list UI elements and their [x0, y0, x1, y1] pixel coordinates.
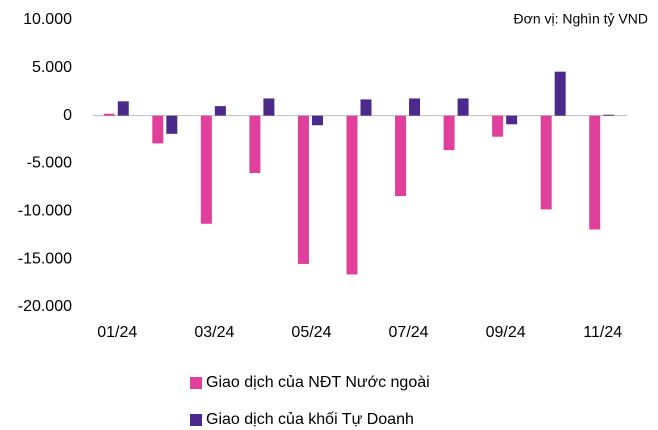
y-tick-label: -5.000 [27, 155, 72, 172]
bar [214, 106, 226, 116]
bar [395, 115, 407, 197]
bar [457, 98, 469, 116]
bar [297, 115, 309, 264]
bar [409, 98, 421, 116]
bar [166, 115, 178, 134]
unit-annotation: Đơn vị: Nghìn tỷ VND [514, 11, 648, 27]
legend-label: Giao dịch của khối Tự Doanh [206, 411, 414, 428]
bar [346, 115, 358, 275]
bar [311, 115, 323, 126]
bar [603, 114, 615, 116]
y-tick-label: 5.000 [32, 59, 72, 76]
bar [492, 115, 504, 137]
bar [360, 99, 372, 116]
bar [443, 115, 455, 151]
x-tick-label: 03/24 [194, 324, 234, 341]
bar [249, 115, 261, 174]
x-tick-label: 05/24 [291, 324, 331, 341]
x-tick-label: 09/24 [486, 324, 526, 341]
y-tick-label: 0 [63, 107, 72, 124]
bar [506, 115, 518, 125]
bar [554, 71, 566, 116]
y-tick-label: -20.000 [18, 298, 72, 315]
bar [117, 101, 129, 116]
x-tick-label: 07/24 [389, 324, 429, 341]
legend-swatch [190, 414, 202, 426]
bar [152, 115, 164, 144]
bar [103, 113, 115, 116]
legend-swatch [190, 377, 202, 389]
bar [263, 98, 275, 116]
legend-label: Giao dịch của NĐT Nước ngoài [206, 374, 430, 391]
y-tick-label: -10.000 [18, 203, 72, 220]
bar [200, 115, 212, 224]
bar [540, 115, 552, 210]
x-tick-label: 11/24 [583, 324, 622, 341]
y-tick-label: -15.000 [18, 250, 72, 267]
bar [589, 115, 601, 230]
x-tick-label: 01/24 [97, 324, 137, 341]
y-tick-label: 10.000 [23, 11, 72, 28]
